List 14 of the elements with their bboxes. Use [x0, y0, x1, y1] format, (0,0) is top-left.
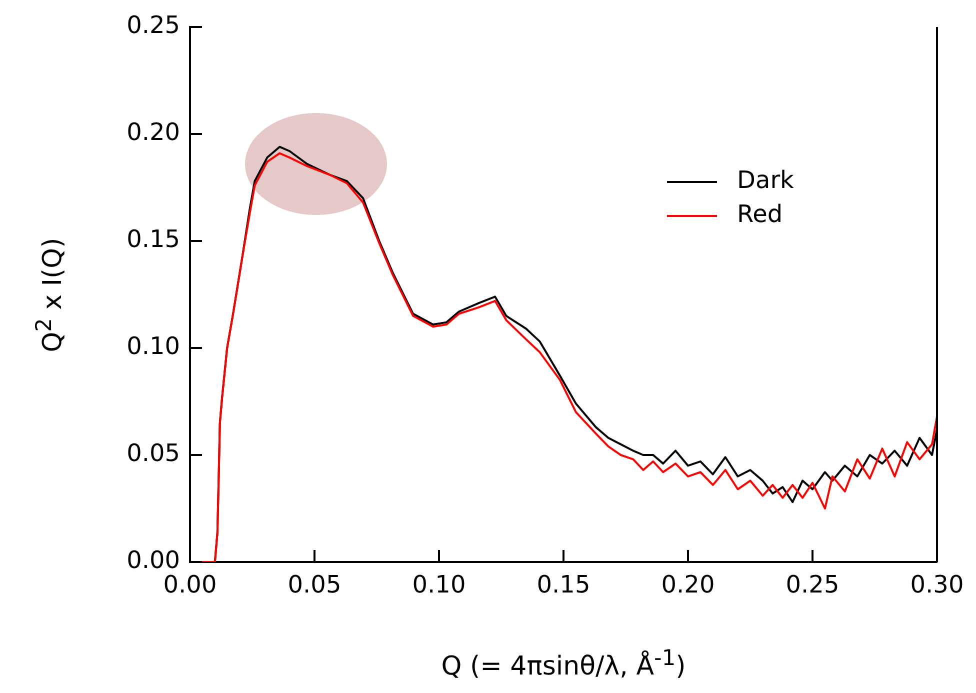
y-tick-label: 0.25 — [126, 11, 180, 40]
x-tick-label: 0.20 — [661, 570, 715, 599]
x-tick-label: 0.30 — [910, 570, 964, 599]
y-tick-label: 0.20 — [126, 118, 180, 146]
x-tick-label: 0.05 — [288, 570, 342, 599]
x-tick-label: 0.10 — [412, 570, 466, 599]
x-axis-title: Q (= 4πsinθ/λ, Å$^{-1}$) — [441, 646, 686, 682]
legend-label: Red — [737, 200, 783, 228]
y-tick-label: 0.05 — [126, 439, 180, 468]
y-tick-label: 0.10 — [126, 332, 180, 360]
legend-label: Dark — [737, 166, 794, 194]
x-tick-label: 0.25 — [786, 570, 840, 599]
x-tick-label: 0.15 — [536, 570, 590, 599]
y-tick-label: 0.15 — [126, 225, 180, 254]
